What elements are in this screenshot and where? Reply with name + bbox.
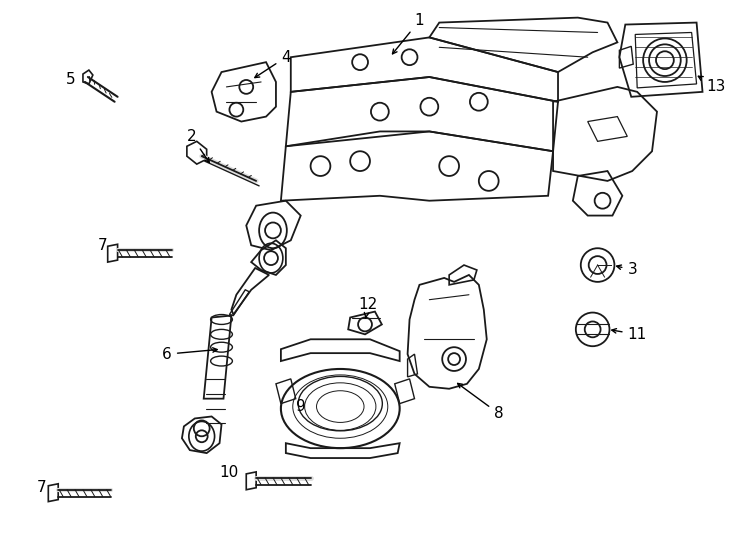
Text: 7: 7 [98,238,108,253]
Text: 3: 3 [617,262,637,278]
Text: 12: 12 [358,297,377,318]
Text: 5: 5 [66,72,76,87]
Text: 1: 1 [393,13,424,54]
Text: 13: 13 [698,76,726,94]
Text: 2: 2 [187,129,209,163]
Text: 11: 11 [611,327,647,342]
Text: 4: 4 [255,50,291,78]
Text: 8: 8 [457,383,504,421]
Text: 6: 6 [162,347,217,362]
Text: 7: 7 [37,480,46,495]
Text: 10: 10 [219,465,239,481]
Text: 9: 9 [296,399,305,414]
